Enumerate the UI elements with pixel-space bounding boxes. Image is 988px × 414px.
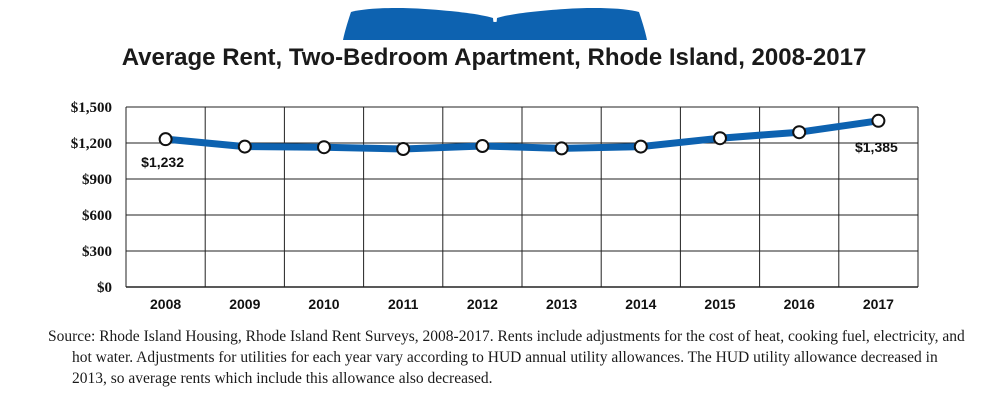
open-book-icon bbox=[343, 8, 647, 40]
data-point bbox=[554, 141, 569, 156]
x-tick-label: 2013 bbox=[546, 296, 577, 312]
y-tick-label: $1,200 bbox=[71, 136, 112, 152]
data-label: $1,232 bbox=[141, 154, 184, 170]
x-tick-label: 2014 bbox=[625, 296, 656, 312]
data-point bbox=[317, 140, 331, 155]
y-tick-label: $300 bbox=[82, 244, 112, 260]
y-tick-label: $0 bbox=[97, 280, 112, 296]
data-point bbox=[237, 139, 252, 154]
data-point bbox=[475, 139, 490, 153]
y-tick-label: $1,500 bbox=[71, 100, 112, 116]
x-tick-label: 2015 bbox=[704, 296, 735, 312]
data-point bbox=[396, 142, 411, 156]
x-tick-label: 2009 bbox=[229, 296, 260, 312]
y-tick-label: $900 bbox=[82, 172, 112, 188]
x-tick-label: 2011 bbox=[388, 296, 419, 312]
x-tick-label: 2012 bbox=[467, 296, 498, 312]
x-tick-label: 2016 bbox=[784, 296, 815, 312]
x-tick-label: 2010 bbox=[308, 296, 339, 312]
chart-title: Average Rent, Two-Bedroom Apartment, Rho… bbox=[121, 44, 867, 71]
y-tick-label: $600 bbox=[82, 208, 112, 224]
x-tick-label: 2008 bbox=[150, 296, 181, 312]
data-point bbox=[792, 125, 807, 140]
data-label: $1,385 bbox=[855, 139, 898, 155]
line-chart: $0 $300 $600 $900 $1,200 $1,500 2008 2009 2010 20… bbox=[71, 100, 919, 312]
data-point bbox=[633, 139, 648, 154]
x-tick-label: 2017 bbox=[863, 296, 894, 312]
source-note: Source: Rhode Island Housing, Rhode Isla… bbox=[48, 328, 965, 387]
data-point bbox=[713, 131, 727, 146]
data-point bbox=[158, 132, 173, 147]
data-point bbox=[871, 113, 886, 128]
series-line bbox=[162, 117, 882, 153]
